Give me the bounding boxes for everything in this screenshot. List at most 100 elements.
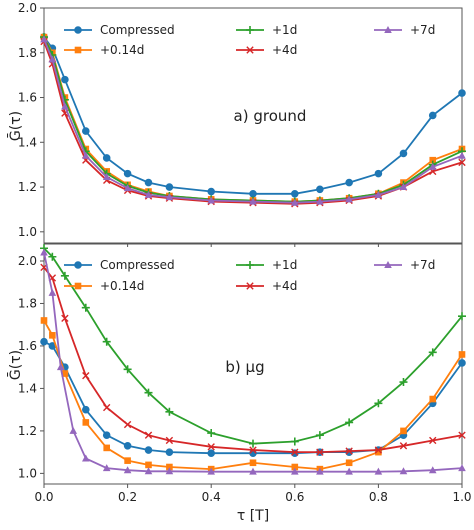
data-point	[82, 419, 90, 426]
x-tick-label: 1.0	[452, 490, 471, 504]
legend-marker	[246, 261, 254, 269]
data-point	[103, 403, 111, 412]
series-line	[43, 247, 463, 445]
x-tick-label: 0.2	[118, 490, 137, 504]
data-point	[316, 197, 324, 205]
x-tick-label: 0.4	[202, 490, 221, 504]
data-point	[144, 467, 153, 475]
data-point	[316, 467, 324, 475]
data-point	[40, 35, 48, 43]
panel-b-x-axis-title: τ [T]	[237, 508, 269, 524]
legend-marker	[384, 261, 392, 268]
panel-a-annotation: a) ground	[234, 107, 307, 125]
data-point	[81, 303, 90, 312]
data-point	[399, 149, 408, 158]
data-point	[249, 189, 257, 198]
data-point	[145, 461, 152, 469]
panel-b-x-axis: 0.0 0.2 0.4 0.6 0.8 1.0	[34, 484, 472, 504]
y-tick-label: 2.0	[18, 254, 37, 268]
data-point	[144, 388, 153, 397]
data-point	[82, 371, 90, 380]
data-point	[399, 378, 408, 387]
data-point	[207, 187, 215, 196]
series-line	[43, 252, 463, 473]
data-point	[40, 337, 48, 346]
legend-label: +7d	[410, 258, 435, 272]
data-point	[345, 418, 354, 427]
panel-b-legend: Compressed +0.14d +1d +4d +7d	[64, 258, 435, 293]
data-point	[40, 317, 48, 324]
data-point	[316, 185, 324, 194]
panel-b: 1.0 1.2 1.4 1.6 1.8 2.0 0.0 0.2 0.4 0.6 0.8 1.0 Ḡ(…	[7, 243, 472, 524]
data-point	[102, 154, 111, 162]
data-point	[290, 437, 299, 446]
data-point	[144, 190, 153, 198]
legend-marker	[74, 261, 82, 269]
data-point	[291, 198, 299, 206]
panel-a: 1.0 1.2 1.4 1.6 1.8 2.0 Ḡ(τ) a) ground Compre…	[7, 1, 466, 247]
series-x	[40, 263, 466, 456]
data-point	[102, 431, 111, 439]
y-tick-label: 1.4	[18, 135, 37, 149]
data-point	[429, 156, 437, 164]
data-point	[123, 441, 132, 450]
data-point	[61, 314, 69, 323]
data-point	[458, 464, 466, 472]
legend-marker	[74, 46, 82, 54]
data-point	[345, 178, 353, 187]
data-point	[374, 169, 383, 178]
series-triangle	[40, 35, 466, 206]
data-point	[56, 363, 65, 371]
data-point	[458, 351, 466, 358]
data-point	[123, 466, 132, 474]
legend-entry: Compressed	[64, 23, 175, 37]
legend-entry: +1d	[236, 23, 297, 37]
data-point	[458, 158, 466, 167]
x-tick-label: 0.8	[369, 490, 388, 504]
legend-entry: +4d	[236, 279, 297, 293]
data-point	[345, 448, 353, 456]
legend-entry: +0.14d	[64, 279, 144, 293]
data-point	[399, 467, 408, 475]
data-point	[207, 196, 215, 204]
series-circle	[40, 337, 466, 458]
data-point	[123, 365, 132, 374]
data-point	[428, 466, 437, 474]
legend-label: +4d	[272, 279, 297, 293]
data-point	[144, 178, 153, 187]
data-point	[428, 348, 437, 357]
data-point	[61, 75, 69, 84]
data-point	[123, 420, 132, 429]
data-point	[124, 457, 131, 464]
data-point	[458, 312, 466, 321]
data-point	[49, 332, 56, 339]
data-point	[374, 190, 383, 198]
legend-label: +7d	[410, 23, 435, 37]
panel-b-y-axis-title: Ḡ(τ)	[7, 350, 24, 380]
data-point	[61, 102, 69, 110]
x-tick-label: 0.6	[285, 490, 304, 504]
data-point	[399, 442, 408, 450]
data-point	[40, 248, 48, 256]
data-point	[48, 288, 57, 296]
data-point	[207, 467, 215, 475]
y-tick-label: 1.6	[18, 339, 37, 353]
data-point	[428, 162, 437, 170]
data-point	[207, 443, 215, 451]
legend-entry: +0.14d	[64, 43, 144, 57]
data-point	[48, 55, 57, 63]
legend-label: +4d	[272, 43, 297, 57]
data-point	[165, 193, 174, 201]
data-point	[374, 399, 383, 408]
data-point	[345, 447, 353, 455]
series-plus	[40, 244, 466, 448]
data-point	[249, 197, 257, 205]
data-point	[345, 195, 353, 203]
legend-entry: +7d	[374, 258, 435, 272]
data-point	[82, 454, 90, 462]
legend-label: +1d	[272, 23, 297, 37]
data-point	[291, 189, 299, 198]
data-point	[165, 436, 174, 445]
data-point	[400, 427, 407, 435]
